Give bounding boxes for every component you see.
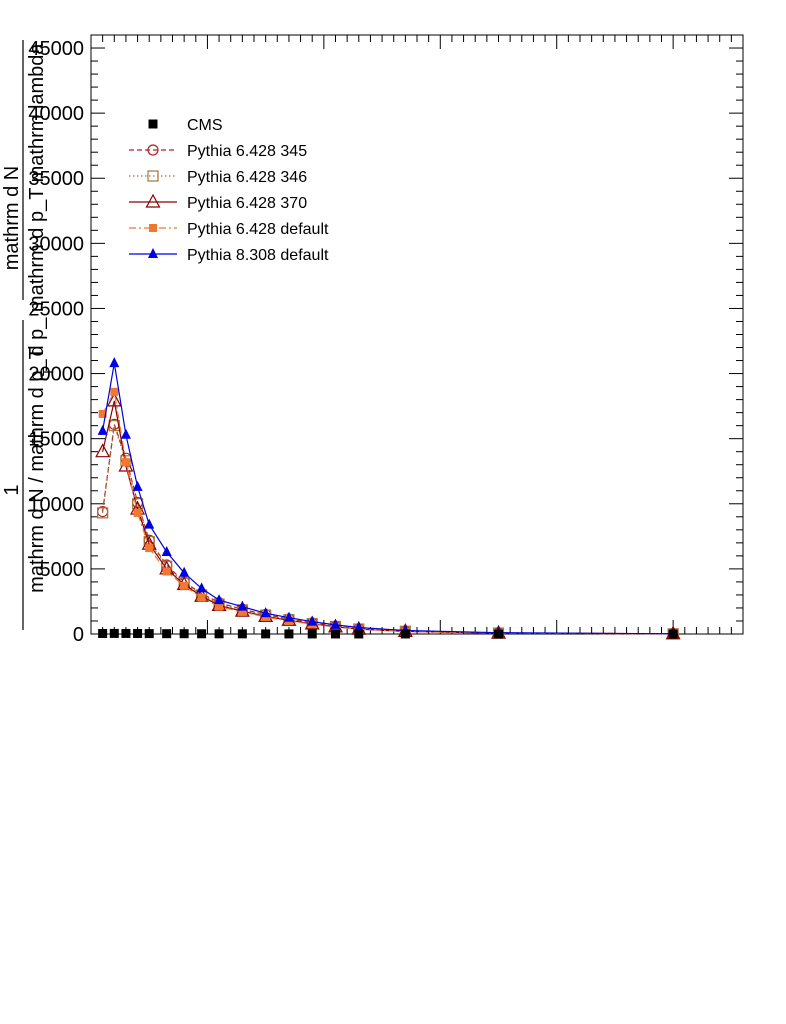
data-point-pythia-6-428-default bbox=[98, 409, 107, 418]
data-point-pythia-6-428-370 bbox=[106, 392, 122, 407]
y-tick-label: 20000 bbox=[28, 364, 84, 386]
data-point-cms bbox=[197, 629, 207, 639]
data-point-pythia-8-308-default bbox=[179, 566, 190, 577]
data-point-pythia-8-308-default bbox=[283, 611, 294, 622]
y-tick-label: 15000 bbox=[28, 429, 84, 451]
data-point-cms bbox=[494, 629, 503, 639]
y-tick-label: 10000 bbox=[28, 494, 84, 516]
y-tick-label: 5000 bbox=[40, 559, 85, 581]
data-point-pythia-6-428-default bbox=[215, 602, 224, 611]
y-tick-label: 45000 bbox=[28, 38, 84, 60]
y-tick-label: 25000 bbox=[28, 298, 84, 320]
data-point-pythia-6-428-370 bbox=[95, 443, 111, 458]
data-point-pythia-6-428-346 bbox=[97, 507, 109, 519]
data-point-cms bbox=[668, 629, 678, 639]
y-axis-label-numerator-2: mathrm d N bbox=[1, 166, 23, 270]
y-tick-label: 30000 bbox=[28, 233, 84, 255]
y-axis-label-numerator-1: 1 bbox=[1, 484, 23, 495]
data-point-pythia-6-428-default bbox=[145, 544, 154, 553]
data-point-pythia-6-428-default bbox=[110, 387, 119, 396]
legend-entry-pythia-6-428-345: Pythia 6.428 345 bbox=[129, 143, 307, 160]
legend-marker bbox=[147, 144, 159, 156]
data-point-pythia-8-308-default bbox=[120, 428, 131, 439]
series-line-pythia-6-428-346 bbox=[102, 425, 674, 635]
data-point-cms bbox=[214, 629, 224, 639]
y-tick-label: 0 bbox=[73, 624, 84, 646]
data-point-cms bbox=[98, 628, 108, 638]
data-point-pythia-6-428-default bbox=[133, 508, 142, 517]
legend-marker bbox=[145, 193, 161, 208]
series-cms bbox=[98, 628, 678, 639]
legend-label: Pythia 6.428 345 bbox=[187, 143, 307, 160]
data-point-cms bbox=[284, 629, 294, 639]
data-point-pythia-8-308-default bbox=[330, 618, 341, 629]
series-line-pythia-6-428-default bbox=[102, 389, 674, 635]
y-tick-label: 35000 bbox=[28, 168, 84, 190]
data-point-cms bbox=[237, 629, 247, 639]
data-point-pythia-8-308-default bbox=[109, 357, 120, 368]
data-point-pythia-8-308-default bbox=[214, 594, 225, 605]
data-point-pythia-8-308-default bbox=[161, 545, 172, 556]
y-axis-tick-labels: 0 5000 10000 15000 20000 25000 30000 35000 40000… bbox=[28, 38, 84, 646]
data-point-cms bbox=[331, 629, 340, 639]
legend-label: CMS bbox=[187, 117, 223, 134]
data-point-cms bbox=[179, 629, 189, 639]
data-point-cms bbox=[400, 629, 410, 639]
data-point-pythia-8-308-default bbox=[132, 480, 143, 491]
y-axis-label-subscript: T bbox=[40, 368, 55, 376]
data-point-pythia-8-308-default bbox=[196, 582, 207, 593]
series-group bbox=[95, 357, 681, 640]
y-axis-label-denominator-1: mathrm d N / mathrm d p_T bbox=[26, 347, 48, 593]
data-point-cms bbox=[307, 629, 317, 639]
legend-label: Pythia 6.428 default bbox=[187, 221, 329, 238]
legend: CMS Pythia 6.428 345 Pythia 6.428 346 Pythi… bbox=[129, 117, 329, 264]
data-point-cms bbox=[261, 629, 271, 639]
legend-marker bbox=[148, 119, 158, 129]
data-point-pythia-6-428-default bbox=[197, 593, 206, 602]
data-point-pythia-8-308-default bbox=[307, 615, 318, 626]
legend-marker bbox=[147, 170, 159, 182]
data-point-cms bbox=[354, 629, 364, 639]
legend-entry-cms: CMS bbox=[148, 117, 223, 134]
data-point-pythia-6-428-default bbox=[121, 458, 130, 467]
data-point-pythia-6-428-default bbox=[238, 607, 247, 616]
legend-entry-pythia-6-428-370: Pythia 6.428 370 bbox=[129, 193, 307, 212]
data-point-cms bbox=[144, 629, 154, 639]
data-point-cms bbox=[109, 628, 119, 638]
legend-label: Pythia 8.308 default bbox=[187, 247, 329, 264]
y-axis-ticks bbox=[91, 34, 743, 635]
legend-label: Pythia 6.428 370 bbox=[187, 195, 307, 212]
data-point-pythia-8-308-default bbox=[260, 607, 271, 618]
data-point-pythia-8-308-default bbox=[353, 621, 364, 632]
legend-entry-pythia-6-428-default: Pythia 6.428 default bbox=[129, 221, 329, 238]
data-point-pythia-8-308-default bbox=[237, 600, 248, 611]
legend-marker bbox=[148, 248, 158, 258]
legend-entry-pythia-8-308-default: Pythia 8.308 default bbox=[129, 247, 329, 264]
data-point-pythia-8-308-default bbox=[97, 424, 108, 435]
data-point-pythia-6-428-default bbox=[162, 567, 171, 576]
data-point-cms bbox=[162, 629, 172, 639]
legend-entry-pythia-6-428-346: Pythia 6.428 346 bbox=[129, 169, 307, 186]
data-point-cms bbox=[133, 629, 143, 639]
y-axis-label-denominator-2: d p_ mathrm d p_T mathrm lambda bbox=[26, 43, 48, 357]
data-point-pythia-8-308-default bbox=[144, 518, 155, 529]
data-point-cms bbox=[121, 628, 131, 638]
series-line-pythia-8-308-default bbox=[102, 362, 674, 635]
legend-marker bbox=[149, 224, 157, 232]
legend-label: Pythia 6.428 346 bbox=[187, 169, 307, 186]
y-axis-label: 1 mathrm d N / mathrm d p_T mathrm d N d… bbox=[1, 40, 55, 630]
data-point-pythia-6-428-default bbox=[180, 581, 189, 590]
y-tick-label: 40000 bbox=[28, 103, 84, 125]
